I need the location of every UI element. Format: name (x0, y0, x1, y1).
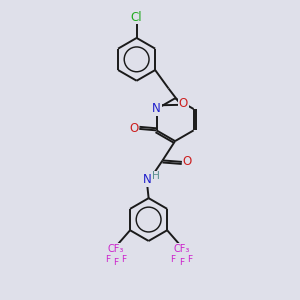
Text: CF₃: CF₃ (108, 244, 124, 254)
Text: N: N (143, 173, 152, 186)
Text: O: O (183, 155, 192, 168)
Text: F: F (122, 255, 127, 264)
Text: Cl: Cl (131, 11, 142, 24)
Text: F: F (170, 255, 176, 264)
Text: O: O (129, 122, 139, 135)
Text: F: F (114, 258, 119, 267)
Text: F: F (179, 258, 184, 267)
Text: H: H (152, 172, 159, 182)
Text: O: O (179, 97, 188, 110)
Text: F: F (187, 255, 192, 264)
Text: F: F (105, 255, 110, 264)
Text: N: N (152, 103, 161, 116)
Text: CF₃: CF₃ (173, 244, 190, 254)
